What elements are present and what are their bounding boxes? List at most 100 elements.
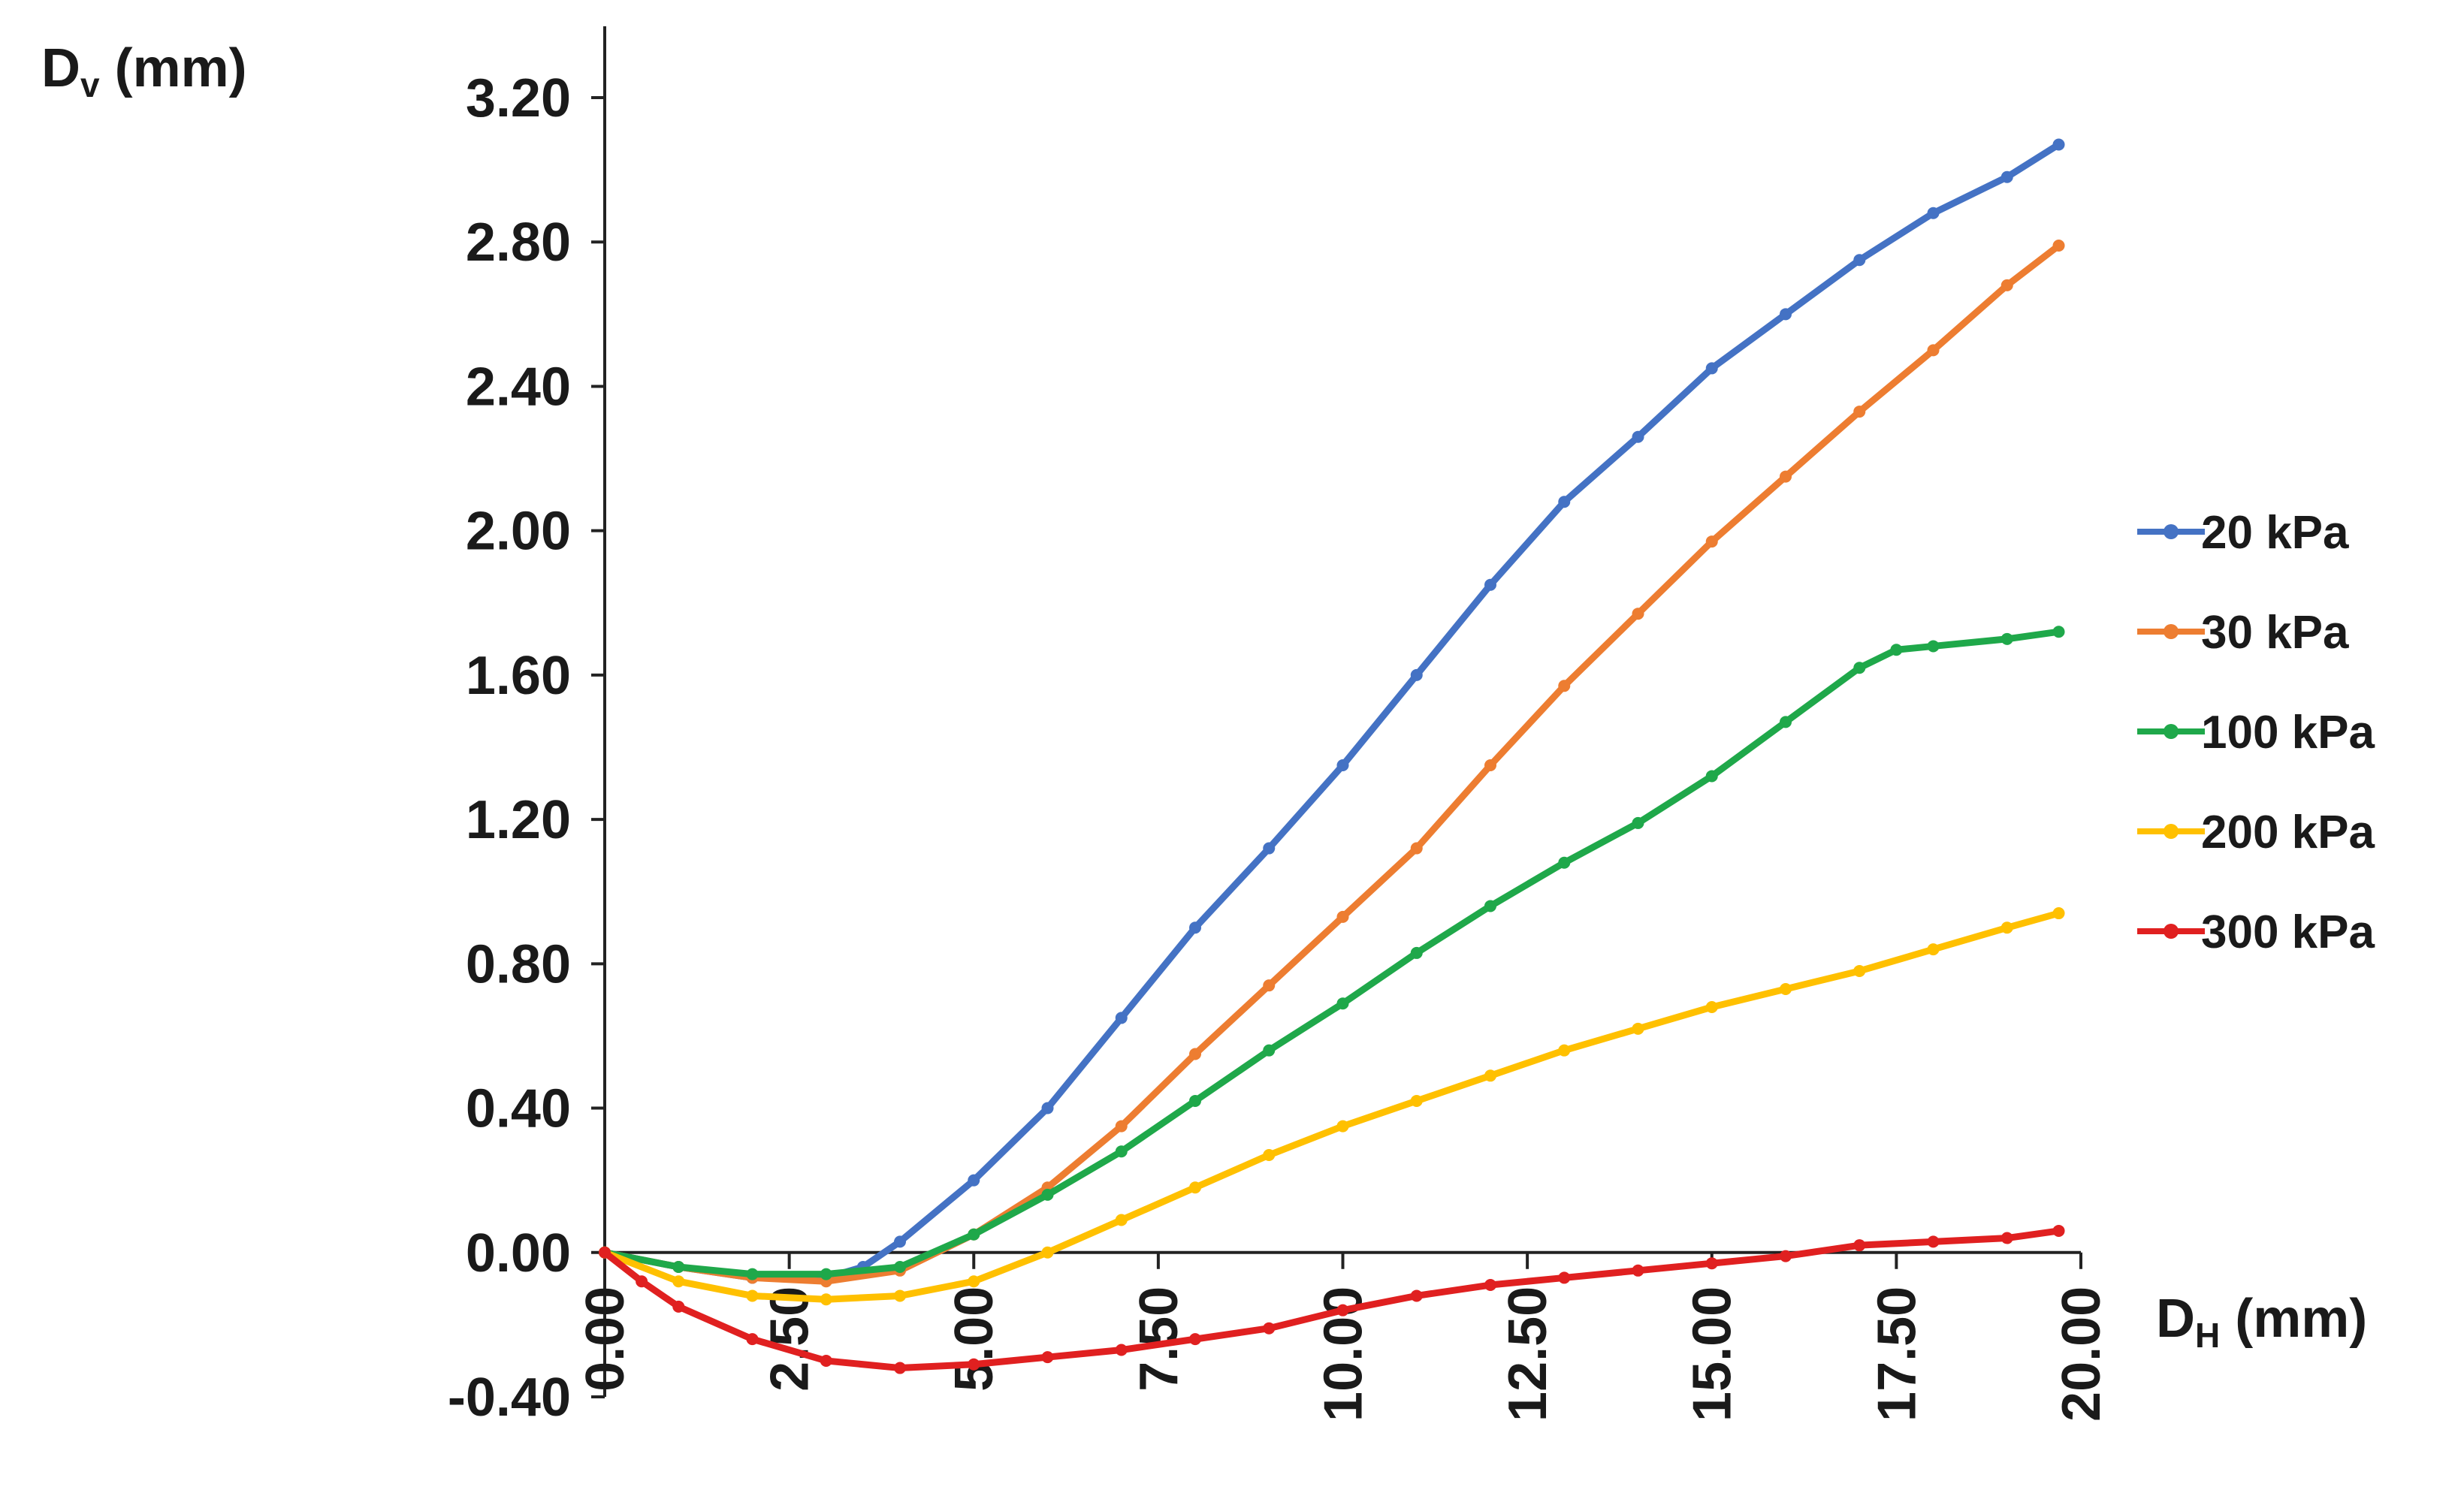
data-point (1263, 1149, 1276, 1162)
data-point (1890, 644, 1903, 656)
data-point (1336, 759, 1349, 772)
data-point (1336, 1304, 1349, 1317)
data-point (820, 1354, 832, 1367)
data-point (2052, 907, 2065, 920)
legend-marker (2164, 524, 2179, 539)
data-point (2052, 1224, 2065, 1237)
data-point (894, 1362, 906, 1374)
y-tick-label: 2.40 (466, 357, 571, 417)
x-axis-title-sub: H (2195, 1316, 2220, 1355)
data-point (1927, 943, 1940, 956)
data-point (1115, 1012, 1128, 1024)
y-tick-label: 0.80 (466, 934, 571, 994)
axes: 3.202.802.402.001.601.200.800.400.00-0.4… (448, 26, 2112, 1428)
x-axis-title-main: D (2156, 1289, 2195, 1349)
data-point (1780, 716, 1792, 728)
data-point (746, 1333, 759, 1346)
x-tick-label: 5.00 (944, 1286, 1004, 1392)
legend-item: 200 kPa (2137, 807, 2375, 858)
data-point (1558, 496, 1571, 508)
data-point (2052, 240, 2065, 252)
data-point (1484, 900, 1496, 912)
x-tick-label: 15.00 (1683, 1286, 1743, 1422)
data-point (968, 1275, 980, 1288)
series-layer (599, 138, 2065, 1374)
data-point (1189, 1333, 1201, 1346)
data-point (1484, 1279, 1496, 1292)
y-tick-label: 3.20 (466, 68, 571, 128)
data-point (820, 1293, 832, 1306)
data-point (1410, 668, 1423, 681)
legend-item: 30 kPa (2137, 607, 2349, 659)
data-point (1632, 430, 1644, 443)
data-point (1115, 1214, 1128, 1226)
data-point (1115, 1344, 1128, 1356)
x-axis-title: DH (mm) (2156, 1289, 2367, 1355)
series-line (601, 1227, 2063, 1372)
data-point (1558, 680, 1571, 692)
x-tick-label: 0.00 (575, 1286, 636, 1392)
legend-marker (2164, 824, 2179, 839)
data-point (1041, 1246, 1054, 1259)
legend: 20 kPa 30 kPa 100 kPa 200 kPa 300 kPa (2137, 507, 2375, 958)
data-point (1705, 362, 1718, 375)
data-point (1410, 946, 1423, 959)
data-point (1115, 1120, 1128, 1133)
legend-item: 20 kPa (2137, 507, 2349, 559)
series-line (601, 140, 2063, 1281)
data-point (2052, 626, 2065, 638)
series-line (601, 242, 2063, 1285)
x-tick-label: 2.50 (760, 1286, 820, 1392)
data-point (1853, 964, 1866, 977)
legend-label: 100 kPa (2201, 707, 2375, 759)
y-tick-label: 0.00 (466, 1223, 571, 1283)
data-point (1410, 842, 1423, 855)
data-point (1558, 1044, 1571, 1057)
legend-label: 30 kPa (2201, 607, 2349, 659)
data-point (1705, 1257, 1718, 1270)
data-point (1780, 982, 1792, 995)
y-tick-label: -0.40 (448, 1368, 571, 1428)
data-point (1484, 759, 1496, 772)
y-axis-title: Dv (mm) (41, 38, 247, 104)
data-point (1336, 997, 1349, 1010)
series-300-kpa (599, 1224, 2065, 1374)
data-point (968, 1358, 980, 1371)
data-point (1558, 1271, 1571, 1284)
y-axis-title-sub: v (80, 65, 100, 104)
data-point (1484, 578, 1496, 591)
data-point (1336, 910, 1349, 923)
legend-label: 200 kPa (2201, 807, 2375, 858)
x-tick-label: 17.50 (1867, 1286, 1927, 1422)
data-point (746, 1268, 759, 1280)
series-line (601, 909, 2063, 1303)
data-point (672, 1261, 685, 1273)
legend-item: 300 kPa (2137, 906, 2375, 958)
y-tick-label: 0.40 (466, 1079, 571, 1139)
data-point (1115, 1145, 1128, 1158)
data-point (1927, 640, 1940, 653)
data-point (1189, 1048, 1201, 1060)
data-point (1410, 1289, 1423, 1302)
data-point (968, 1174, 980, 1187)
data-point (1189, 1094, 1201, 1107)
data-point (2000, 1232, 2013, 1244)
legend-item: 100 kPa (2137, 707, 2375, 759)
data-point (1263, 842, 1276, 855)
y-tick-label: 2.80 (466, 213, 571, 273)
data-point (894, 1235, 906, 1248)
y-axis-title-main: D (41, 38, 80, 98)
data-point (1484, 1069, 1496, 1082)
legend-label: 20 kPa (2201, 507, 2349, 559)
data-point (1927, 1235, 1940, 1248)
data-point (1041, 1102, 1054, 1114)
data-point (1853, 406, 1866, 418)
data-point (1705, 770, 1718, 783)
data-point (599, 1246, 611, 1259)
data-point (1853, 254, 1866, 267)
data-point (894, 1289, 906, 1302)
data-point (1410, 1094, 1423, 1107)
data-point (1336, 1120, 1349, 1133)
data-point (894, 1261, 906, 1273)
